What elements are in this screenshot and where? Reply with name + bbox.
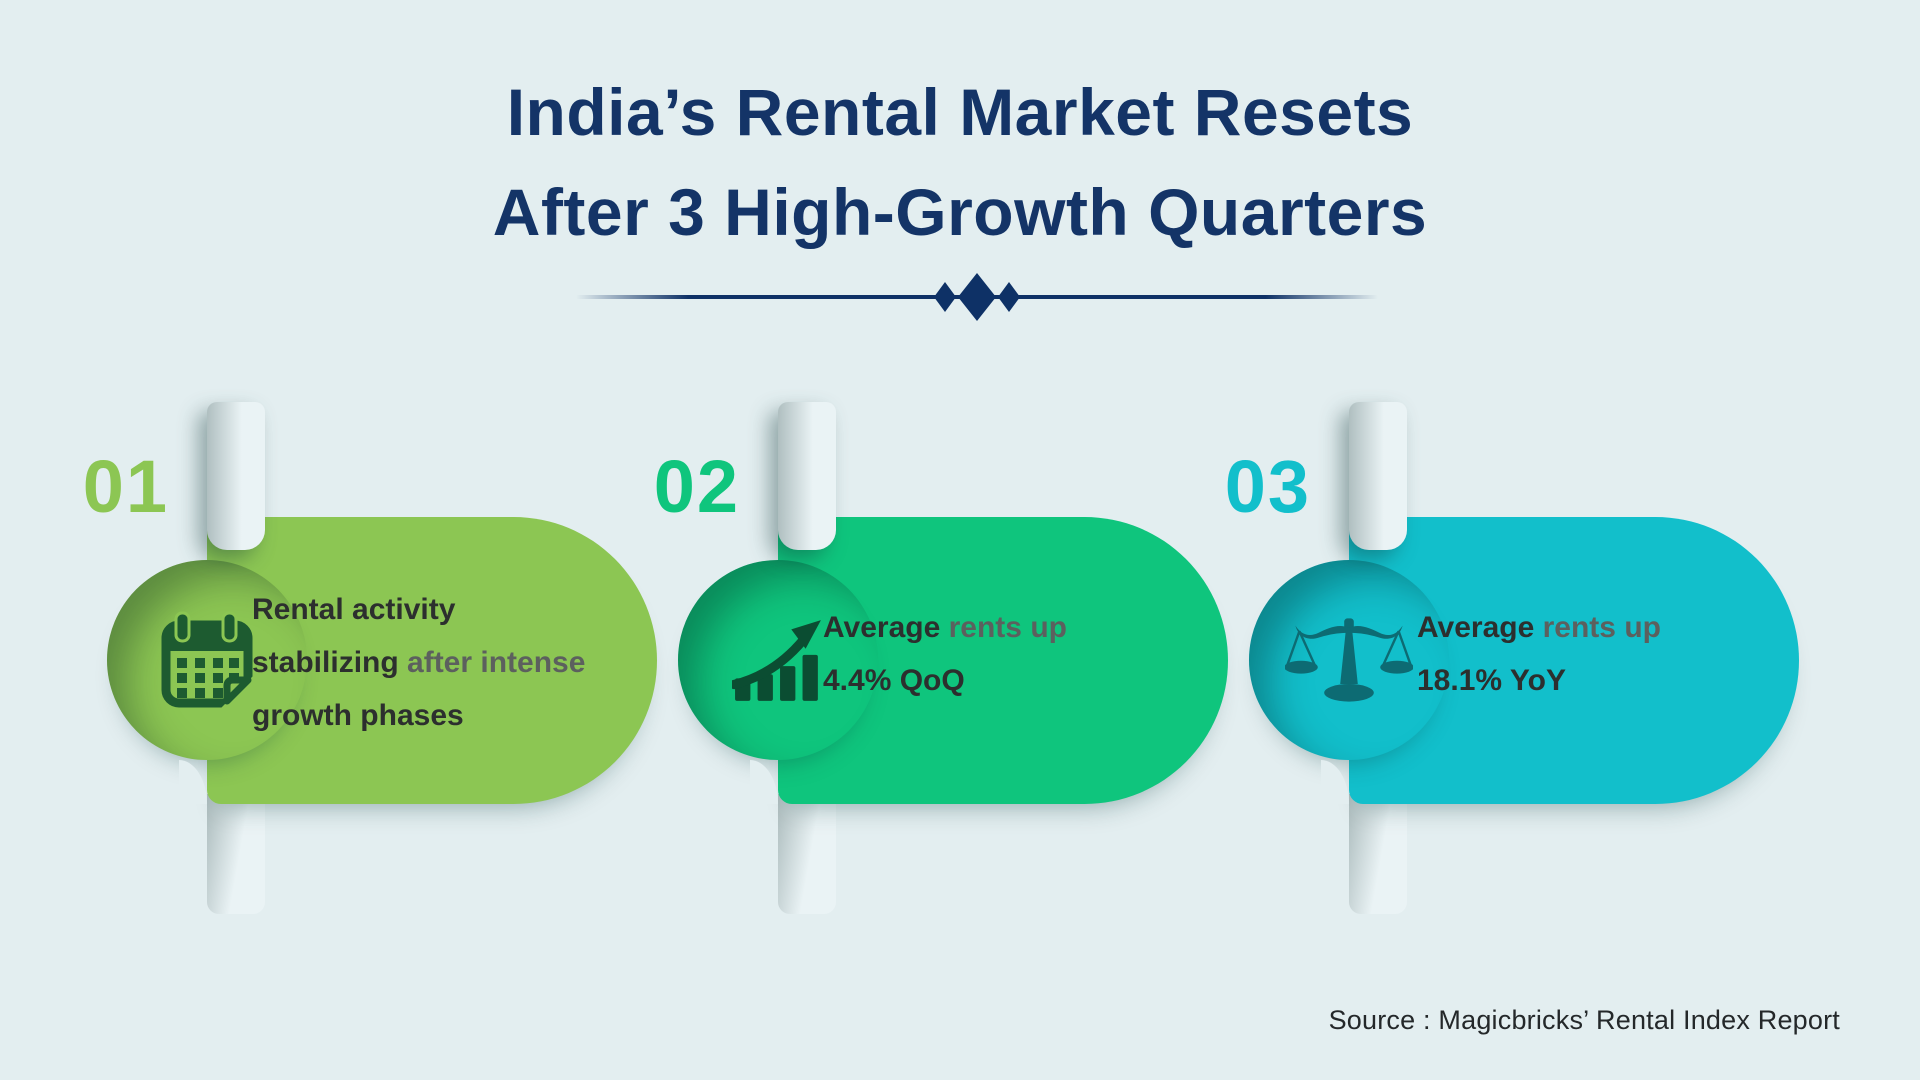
diamond-icon [958, 273, 996, 321]
card-text: Average rents up 4.4% QoQ [823, 601, 1203, 707]
card-rents-qoq: 02 Average rents up 4.4% QoQ [613, 396, 1253, 924]
growth-arrow-chart-icon [678, 560, 878, 760]
notch [179, 517, 207, 561]
card-number: 02 [653, 445, 740, 528]
card-rental-activity: 01 [42, 396, 682, 924]
card-number: 03 [1224, 445, 1311, 528]
source-credit: Source : Magicbricks’ Rental Index Repor… [1328, 1005, 1840, 1035]
title-line-2: After 3 High-Growth Quarters [492, 175, 1428, 249]
notch [750, 760, 778, 804]
ornamental-divider [576, 273, 1378, 321]
notch [179, 760, 207, 804]
card-text: Average rents up 18.1% YoY [1417, 601, 1797, 707]
notch [750, 517, 778, 561]
card-text-line: 4.4% QoQ [823, 664, 965, 697]
ribbon-tab-bottom [778, 794, 836, 914]
card-text-line: stabilizing after intense [252, 646, 586, 679]
diamond-icon [934, 282, 956, 312]
ribbon-tab-bottom [1349, 794, 1407, 914]
card-text-line: 18.1% YoY [1417, 664, 1566, 697]
card-text-line: growth phases [252, 699, 464, 732]
ribbon-tab-top [778, 402, 836, 550]
card-text: Rental activity stabilizing after intens… [252, 583, 632, 742]
icon-circle [107, 560, 307, 760]
card-text-line: Average rents up [1417, 611, 1661, 644]
card-text-line: Rental activity [252, 593, 456, 626]
calendar-icon [107, 560, 307, 760]
notch [1321, 760, 1349, 804]
notch [1321, 517, 1349, 561]
card-text-line: Average rents up [823, 611, 1067, 644]
ribbon-tab-top [1349, 402, 1407, 550]
ribbon-tab-top [207, 402, 265, 550]
card-rents-yoy: 03 Average rents up 18.1% YoY [1184, 396, 1824, 924]
balance-scale-icon [1249, 560, 1449, 760]
page-title: India’s Rental Market Resets After 3 Hig… [0, 62, 1920, 262]
card-number: 01 [82, 445, 169, 528]
title-line-1: India’s Rental Market Resets [506, 75, 1414, 149]
ribbon-tab-bottom [207, 794, 265, 914]
diamond-icon [998, 282, 1020, 312]
